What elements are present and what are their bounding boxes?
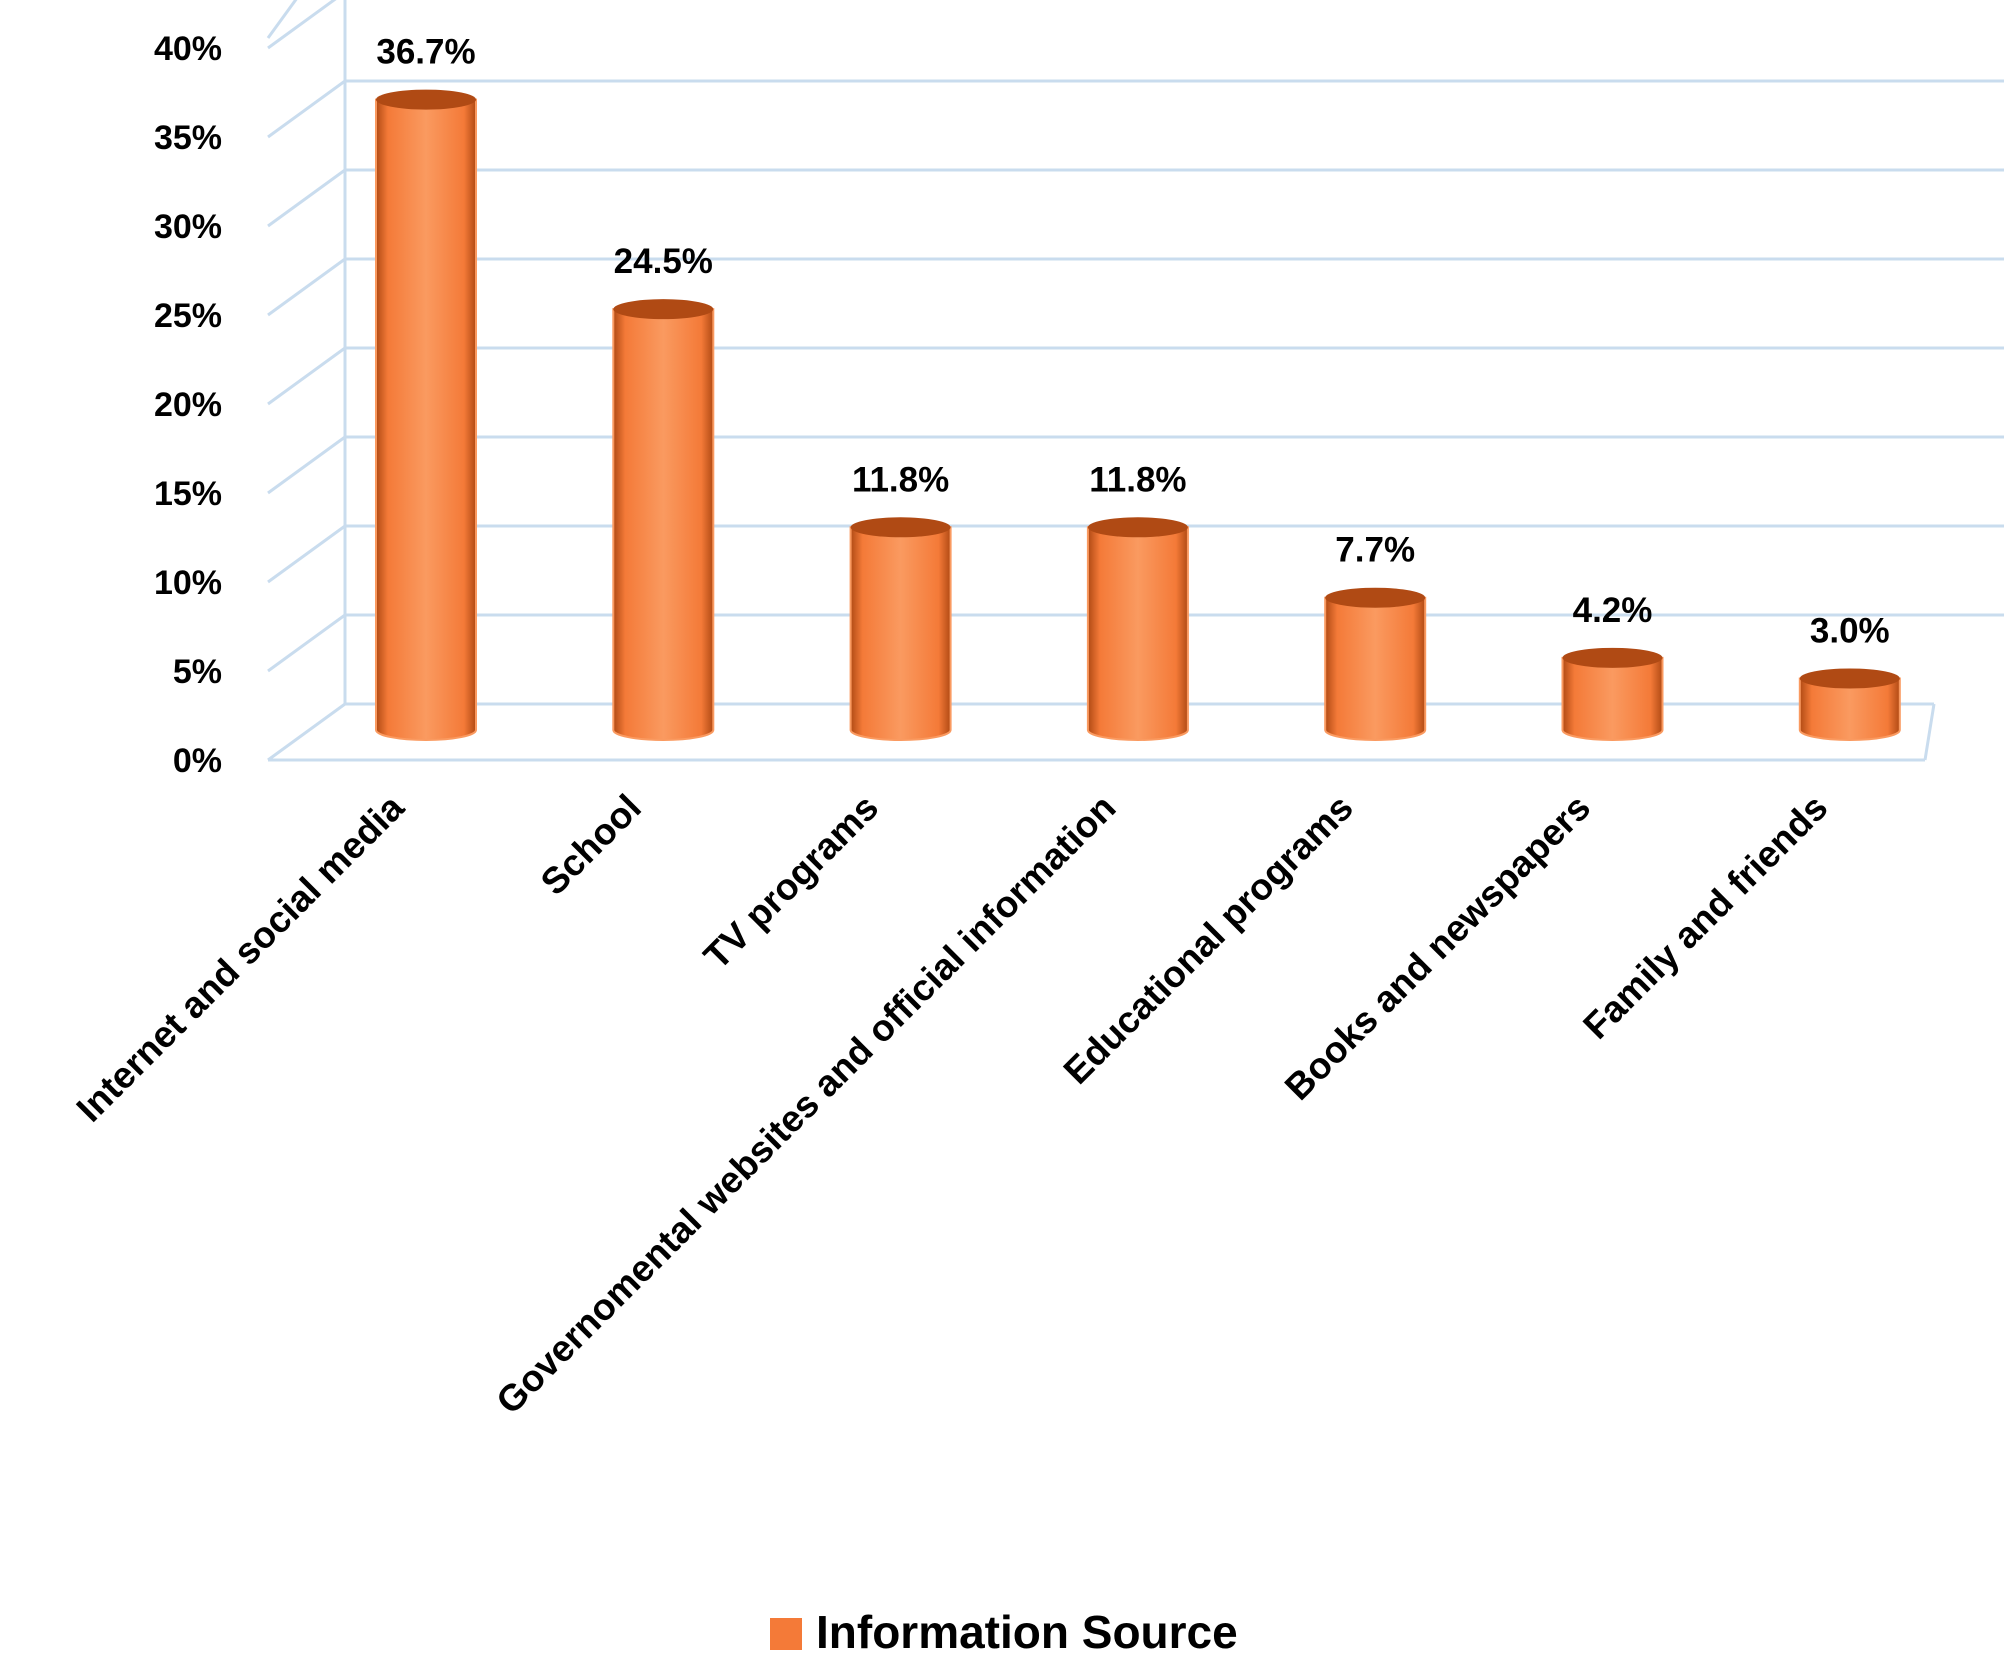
data-label: 36.7% <box>376 33 475 72</box>
legend-label: Information Source <box>816 1606 1238 1654</box>
y-tick-label: 15% <box>154 475 222 513</box>
bar-top <box>850 517 951 538</box>
x-tick-label: School <box>533 787 649 903</box>
bar <box>1561 656 1664 741</box>
data-label: 24.5% <box>614 242 713 281</box>
bar-top <box>613 299 714 320</box>
bar-top <box>1087 517 1188 538</box>
gridline-side <box>267 702 346 762</box>
gridline-side <box>267 613 346 673</box>
data-labels: 36.7% 24.5% 11.8% 11.8% 7.7% 4.2% 3.0% <box>376 33 1889 651</box>
bar <box>1798 677 1901 741</box>
gridline-side <box>267 524 346 584</box>
y-tick-label: 10% <box>154 564 222 602</box>
y-tick-label: 40% <box>154 30 222 68</box>
bar-top <box>1799 668 1900 689</box>
bar <box>849 526 952 741</box>
bars <box>375 89 1901 741</box>
data-label: 3.0% <box>1810 611 1890 650</box>
x-tick-label: Family and friends <box>1575 787 1835 1047</box>
data-label: 11.8% <box>1089 460 1186 499</box>
gridline-side <box>267 79 346 139</box>
gridline-side <box>267 0 337 50</box>
bar-top <box>376 89 476 110</box>
bar <box>1086 526 1189 741</box>
top-side-edge <box>266 0 298 39</box>
y-axis: 0% 5% 10% 15% 20% 25% 30% 35% 40% <box>154 30 222 780</box>
x-tick-label: TV programs <box>696 787 886 977</box>
legend-swatch <box>770 1618 802 1650</box>
y-tick-label: 0% <box>173 742 222 780</box>
legend: Information Source <box>770 1606 1238 1654</box>
gridline-side <box>267 435 346 495</box>
bar-top <box>1562 647 1663 668</box>
bar <box>1324 596 1427 741</box>
gridline-side <box>267 168 346 228</box>
y-tick-label: 20% <box>154 386 222 424</box>
x-tick-label: Internet and social media <box>69 786 412 1129</box>
bar <box>612 308 715 741</box>
gridline-side <box>267 346 346 406</box>
data-label: 4.2% <box>1573 591 1653 630</box>
y-tick-label: 35% <box>154 119 222 157</box>
bar <box>375 98 477 741</box>
x-axis: Internet and social media School TV progra… <box>69 786 1836 1421</box>
y-tick-label: 25% <box>154 297 222 335</box>
y-tick-label: 30% <box>154 208 222 246</box>
gridline-side <box>267 257 346 317</box>
y-tick-label: 5% <box>173 653 222 691</box>
data-label: 11.8% <box>852 460 949 499</box>
bar-top <box>1325 587 1426 608</box>
floor-side <box>1923 703 1936 761</box>
data-label: 7.7% <box>1335 531 1415 570</box>
